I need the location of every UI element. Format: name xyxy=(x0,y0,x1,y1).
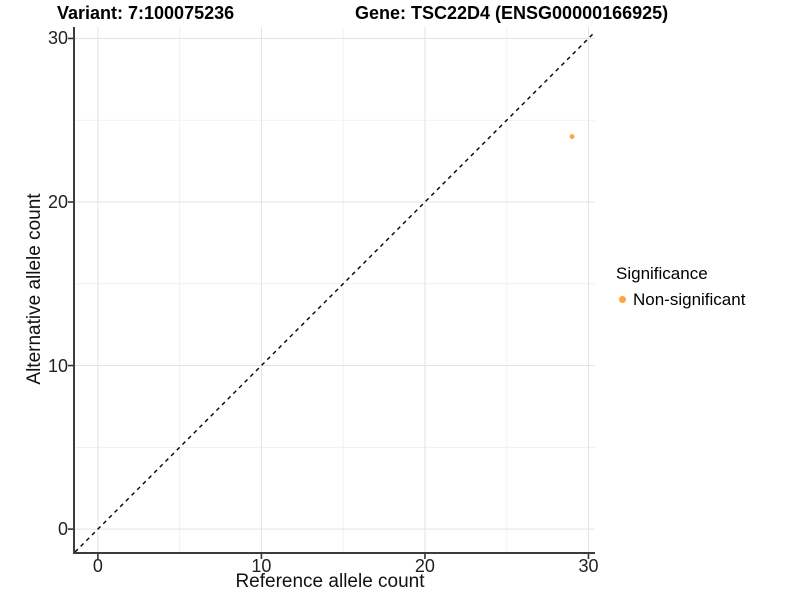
y-axis-tick-label: 20 xyxy=(47,192,68,212)
legend-item-label: Non-significant xyxy=(633,289,746,309)
x-axis-tick-label: 30 xyxy=(578,556,599,576)
y-axis-tick-label: 0 xyxy=(57,519,68,540)
x-axis-tick-label: 10 xyxy=(251,556,272,576)
x-axis-tick-label: 0 xyxy=(92,556,103,576)
y-axis-tick-label: 30 xyxy=(47,28,68,49)
legend-key-dot-icon xyxy=(619,296,626,303)
plot-title-variant: Variant: 7:100075236 xyxy=(57,3,235,23)
data-point xyxy=(569,134,575,139)
y-axis-tick-label: 10 xyxy=(47,355,68,376)
plot-title-gene: Gene: TSC22D4 (ENSG00000166925) xyxy=(355,3,669,23)
legend-item-non-significant: Non-significant xyxy=(615,289,745,310)
x-axis-title: Reference allele count xyxy=(235,571,425,592)
x-axis-tick-label: 20 xyxy=(414,556,435,576)
legend-title: Significance xyxy=(616,264,708,283)
identity-reference-line xyxy=(74,31,596,553)
legend: Significance Non-significant xyxy=(615,264,745,310)
